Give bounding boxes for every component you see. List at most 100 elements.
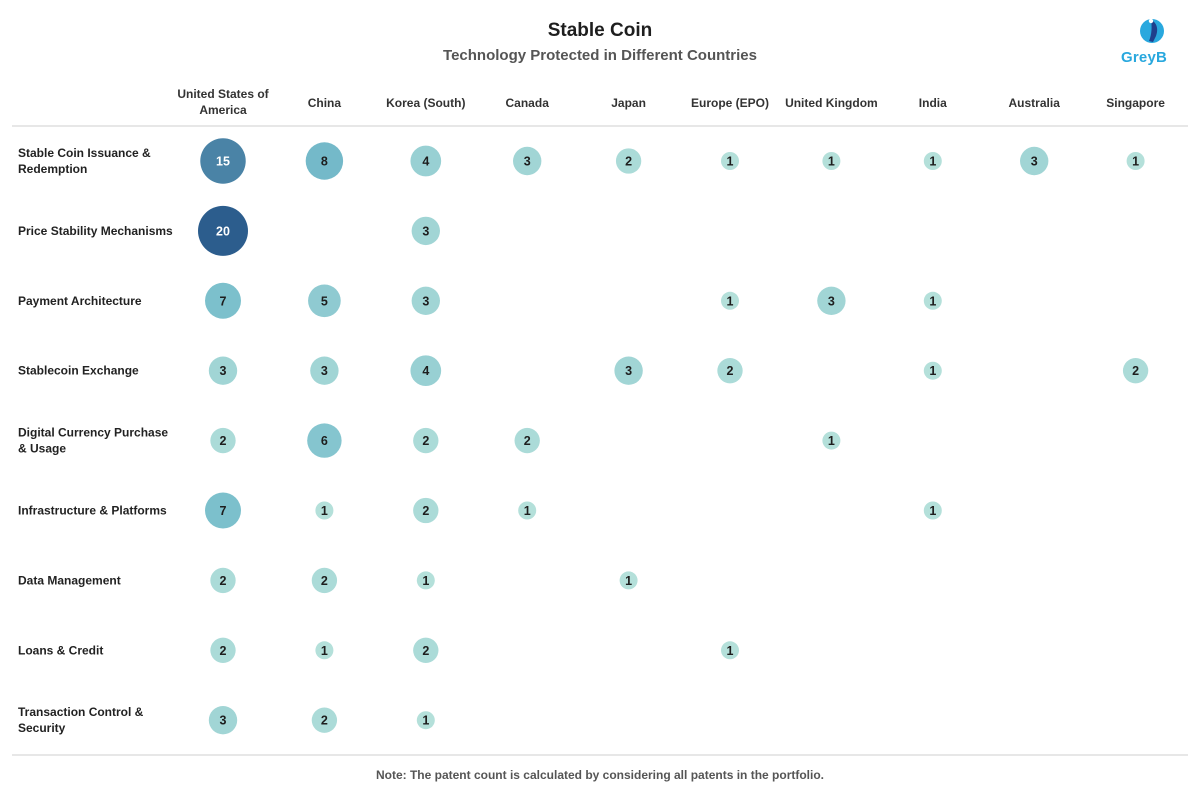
bubble-r0-c8[interactable]: 3 <box>1020 146 1049 176</box>
bubble-r4-c1[interactable]: 6 <box>307 423 342 458</box>
bubble-r2-c5[interactable]: 1 <box>721 291 739 310</box>
bubble-value-label: 1 <box>524 504 531 518</box>
bubble-r2-c7[interactable]: 1 <box>923 291 942 310</box>
bubble-circle[interactable] <box>1020 146 1049 176</box>
bubble-circle[interactable] <box>822 431 841 450</box>
bubble-r3-c2[interactable]: 4 <box>410 355 442 387</box>
bubble-circle[interactable] <box>717 358 743 384</box>
bubble-r5-c1[interactable]: 1 <box>315 501 334 520</box>
bubble-r2-c0[interactable]: 7 <box>205 282 241 319</box>
bubble-circle[interactable] <box>923 291 942 310</box>
bubble-r7-c0[interactable]: 2 <box>210 637 236 663</box>
bubble-r7-c2[interactable]: 2 <box>413 637 439 663</box>
bubble-circle[interactable] <box>1126 152 1145 170</box>
bubble-r0-c1[interactable]: 8 <box>305 142 344 180</box>
bubble-circle[interactable] <box>413 427 439 454</box>
bubble-circle[interactable] <box>619 571 638 590</box>
bubble-circle[interactable] <box>923 361 942 380</box>
bubble-circle[interactable] <box>205 492 241 529</box>
bubble-circle[interactable] <box>721 291 739 310</box>
bubble-r6-c4[interactable]: 1 <box>619 571 638 590</box>
bubble-r5-c0[interactable]: 7 <box>205 492 241 529</box>
bubble-circle[interactable] <box>410 355 442 387</box>
bubble-value-label: 1 <box>321 504 328 518</box>
bubble-circle[interactable] <box>311 567 338 594</box>
bubble-r0-c7[interactable]: 1 <box>923 152 942 170</box>
bubble-circle[interactable] <box>310 356 339 385</box>
bubble-r5-c7[interactable]: 1 <box>923 501 942 520</box>
bubble-circle[interactable] <box>923 501 942 520</box>
bubble-r6-c2[interactable]: 1 <box>416 571 435 590</box>
bubble-r6-c0[interactable]: 2 <box>210 567 236 594</box>
bubble-value-label: 1 <box>929 504 936 518</box>
bubble-circle[interactable] <box>205 282 241 319</box>
bubble-r3-c0[interactable]: 3 <box>208 356 238 385</box>
bubble-circle[interactable] <box>315 501 334 520</box>
bubble-circle[interactable] <box>198 205 248 256</box>
bubble-r2-c6[interactable]: 3 <box>817 286 846 315</box>
bubble-circle[interactable] <box>416 711 435 730</box>
bubble-r0-c6[interactable]: 1 <box>822 152 841 170</box>
bubble-r1-c0[interactable]: 20 <box>198 205 248 256</box>
bubble-circle[interactable] <box>311 707 338 733</box>
bubble-r3-c1[interactable]: 3 <box>310 356 339 385</box>
bubble-r4-c3[interactable]: 2 <box>514 427 540 454</box>
greyb-logo-icon <box>1140 18 1164 43</box>
bubble-circle[interactable] <box>614 356 643 385</box>
bubble-r8-c0[interactable]: 3 <box>208 706 238 735</box>
bubble-r8-c2[interactable]: 1 <box>416 711 435 730</box>
bubble-value-label: 1 <box>422 714 429 728</box>
bubble-r0-c5[interactable]: 1 <box>721 152 739 170</box>
bubble-circle[interactable] <box>210 567 236 594</box>
bubble-circle[interactable] <box>210 427 236 454</box>
bubble-circle[interactable] <box>1122 358 1149 384</box>
bubble-circle[interactable] <box>411 286 440 315</box>
bubble-circle[interactable] <box>315 641 334 660</box>
bubble-circle[interactable] <box>822 152 841 170</box>
column-label-singapore: Singapore <box>1106 96 1165 110</box>
bubble-r0-c2[interactable]: 4 <box>410 145 442 177</box>
bubble-circle[interactable] <box>416 571 435 590</box>
bubble-r0-c4[interactable]: 2 <box>615 148 642 174</box>
bubble-r2-c2[interactable]: 3 <box>411 286 440 315</box>
bubble-circle[interactable] <box>200 138 246 184</box>
bubble-circle[interactable] <box>307 423 342 458</box>
bubble-circle[interactable] <box>410 145 442 177</box>
bubble-r3-c4[interactable]: 3 <box>614 356 643 385</box>
bubble-circle[interactable] <box>411 216 440 246</box>
bubble-circle[interactable] <box>413 637 439 663</box>
bubble-circle[interactable] <box>210 637 236 663</box>
bubble-r3-c9[interactable]: 2 <box>1122 358 1149 384</box>
bubble-r6-c1[interactable]: 2 <box>311 567 338 594</box>
bubble-circle[interactable] <box>721 641 739 660</box>
bubble-r0-c0[interactable]: 15 <box>200 138 246 184</box>
bubble-circle[interactable] <box>208 706 238 735</box>
bubble-value-label: 4 <box>422 364 429 378</box>
bubble-circle[interactable] <box>413 497 439 524</box>
bubble-circle[interactable] <box>518 501 537 520</box>
bubble-r7-c1[interactable]: 1 <box>315 641 334 660</box>
bubble-circle[interactable] <box>208 356 238 385</box>
bubble-r5-c2[interactable]: 2 <box>413 497 439 524</box>
bubble-circle[interactable] <box>923 152 942 170</box>
bubble-r4-c6[interactable]: 1 <box>822 431 841 450</box>
bubble-r0-c3[interactable]: 3 <box>513 146 542 176</box>
bubble-circle[interactable] <box>305 142 344 180</box>
bubble-r3-c7[interactable]: 1 <box>923 361 942 380</box>
bubble-r0-c9[interactable]: 1 <box>1126 152 1145 170</box>
bubble-circle[interactable] <box>514 427 540 454</box>
bubble-r7-c5[interactable]: 1 <box>721 641 739 660</box>
bubble-circle[interactable] <box>615 148 642 174</box>
bubble-r5-c3[interactable]: 1 <box>518 501 537 520</box>
bubble-circle[interactable] <box>513 146 542 176</box>
bubble-r4-c0[interactable]: 2 <box>210 427 236 454</box>
bubble-value-label: 2 <box>321 714 328 728</box>
bubble-r1-c2[interactable]: 3 <box>411 216 440 246</box>
bubble-r3-c5[interactable]: 2 <box>717 358 743 384</box>
bubble-r2-c1[interactable]: 5 <box>308 284 341 318</box>
bubble-circle[interactable] <box>308 284 341 318</box>
bubble-circle[interactable] <box>817 286 846 315</box>
bubble-r4-c2[interactable]: 2 <box>413 427 439 454</box>
bubble-circle[interactable] <box>721 152 739 170</box>
bubble-r8-c1[interactable]: 2 <box>311 707 338 733</box>
